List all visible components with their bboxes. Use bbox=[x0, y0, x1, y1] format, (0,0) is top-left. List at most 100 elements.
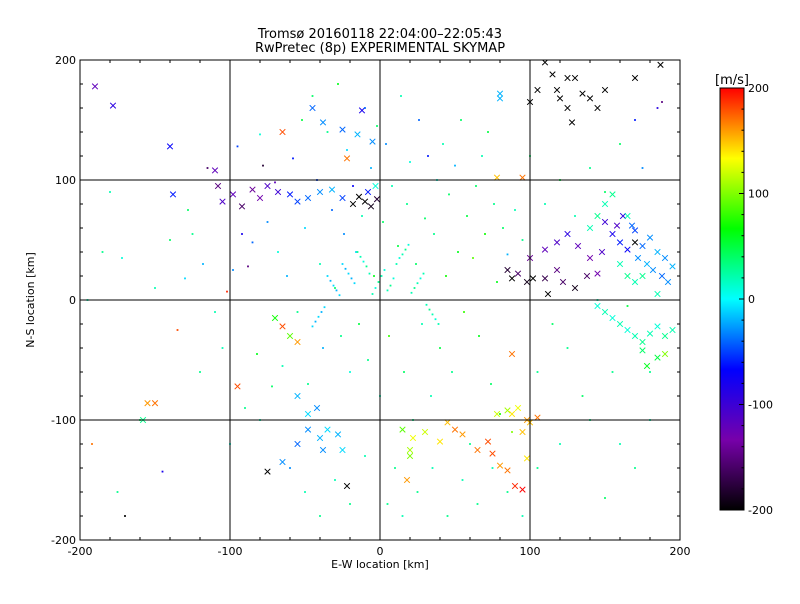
x-marker bbox=[234, 383, 241, 390]
x-marker bbox=[609, 191, 616, 198]
x-marker bbox=[564, 230, 571, 238]
dot-marker bbox=[407, 243, 410, 246]
dot-marker bbox=[472, 257, 474, 259]
colorbar-tick-label: -200 bbox=[748, 504, 773, 517]
x-marker bbox=[609, 314, 616, 322]
dot-marker bbox=[319, 515, 321, 517]
x-marker bbox=[598, 248, 606, 256]
dot-marker bbox=[304, 491, 306, 493]
dot-marker bbox=[301, 119, 303, 121]
x-marker bbox=[534, 86, 541, 94]
dot-marker bbox=[424, 217, 426, 220]
x-marker bbox=[324, 426, 331, 433]
y-tick-label: 200 bbox=[55, 54, 76, 67]
dot-marker bbox=[439, 347, 441, 349]
x-marker bbox=[657, 61, 664, 68]
dot-marker bbox=[566, 347, 569, 349]
dot-marker bbox=[559, 443, 561, 445]
dot-marker bbox=[484, 233, 486, 235]
dot-marker bbox=[431, 467, 434, 469]
dot-marker bbox=[91, 443, 93, 445]
x-marker bbox=[654, 248, 661, 256]
x-marker bbox=[631, 74, 639, 82]
x-marker bbox=[504, 467, 511, 474]
dot-marker bbox=[406, 203, 408, 205]
x-marker bbox=[436, 438, 444, 445]
dot-marker bbox=[413, 287, 416, 289]
dot-marker bbox=[619, 443, 621, 445]
x-marker bbox=[279, 128, 286, 136]
dot-marker bbox=[634, 467, 636, 469]
dot-marker bbox=[364, 107, 366, 109]
x-marker bbox=[619, 212, 627, 220]
x-marker bbox=[553, 239, 561, 246]
dot-marker bbox=[499, 413, 501, 415]
x-marker bbox=[616, 320, 624, 328]
y-tick-label: -200 bbox=[51, 534, 76, 547]
dot-marker bbox=[626, 305, 629, 307]
dot-marker bbox=[410, 291, 413, 294]
colorbar-tick-label: 100 bbox=[748, 188, 769, 201]
x-marker bbox=[489, 450, 496, 457]
x-marker bbox=[421, 428, 429, 436]
x-tick-label: 0 bbox=[377, 545, 384, 558]
x-marker bbox=[406, 452, 414, 460]
x-marker bbox=[459, 431, 466, 438]
x-marker bbox=[294, 198, 301, 205]
chart-subtitle: RwPretec (8p) EXPERIMENTAL SKYMAP bbox=[255, 41, 505, 56]
dot-marker bbox=[154, 287, 156, 289]
x-marker bbox=[601, 308, 609, 316]
dot-marker bbox=[433, 233, 435, 235]
x-marker bbox=[109, 102, 117, 109]
dot-marker bbox=[403, 371, 405, 373]
x-marker bbox=[624, 246, 631, 253]
dot-marker bbox=[448, 193, 450, 196]
y-tick-label: -100 bbox=[51, 414, 76, 427]
dot-marker bbox=[388, 335, 390, 337]
x-marker bbox=[304, 194, 312, 202]
dot-marker bbox=[521, 239, 524, 241]
dot-marker bbox=[341, 263, 344, 265]
dot-marker bbox=[391, 185, 393, 187]
dot-marker bbox=[344, 267, 347, 270]
dot-marker bbox=[244, 407, 246, 409]
x-marker bbox=[571, 284, 579, 292]
dot-marker bbox=[289, 467, 291, 469]
x-marker bbox=[519, 174, 526, 181]
x-marker bbox=[493, 174, 501, 181]
dot-marker bbox=[416, 282, 419, 285]
x-marker bbox=[349, 200, 357, 208]
dot-marker bbox=[386, 289, 389, 292]
dot-marker bbox=[296, 311, 299, 313]
dot-marker bbox=[460, 119, 462, 121]
x-marker bbox=[294, 440, 301, 448]
x-marker bbox=[369, 138, 376, 145]
dot-marker bbox=[331, 209, 333, 211]
x-marker bbox=[529, 275, 537, 282]
dot-marker bbox=[415, 263, 417, 265]
dot-marker bbox=[392, 277, 395, 280]
dot-marker bbox=[574, 215, 576, 217]
dot-marker bbox=[604, 497, 606, 499]
dot-marker bbox=[247, 265, 249, 268]
dot-marker bbox=[329, 279, 332, 282]
x-marker bbox=[631, 332, 639, 340]
dot-marker bbox=[320, 311, 323, 313]
x-marker bbox=[372, 182, 379, 190]
x-marker bbox=[541, 60, 549, 66]
x-marker bbox=[639, 272, 646, 280]
x-marker bbox=[274, 188, 282, 196]
dot-marker bbox=[364, 455, 366, 457]
dot-marker bbox=[382, 221, 384, 223]
x-marker bbox=[631, 227, 639, 234]
dot-marker bbox=[386, 503, 389, 505]
x-marker bbox=[214, 182, 222, 190]
dot-marker bbox=[277, 251, 279, 253]
dot-marker bbox=[323, 306, 326, 309]
dot-marker bbox=[271, 385, 273, 388]
x-marker bbox=[564, 74, 571, 82]
dot-marker bbox=[335, 289, 338, 292]
x-marker bbox=[643, 260, 651, 268]
dot-marker bbox=[362, 260, 365, 263]
dot-marker bbox=[322, 347, 324, 349]
